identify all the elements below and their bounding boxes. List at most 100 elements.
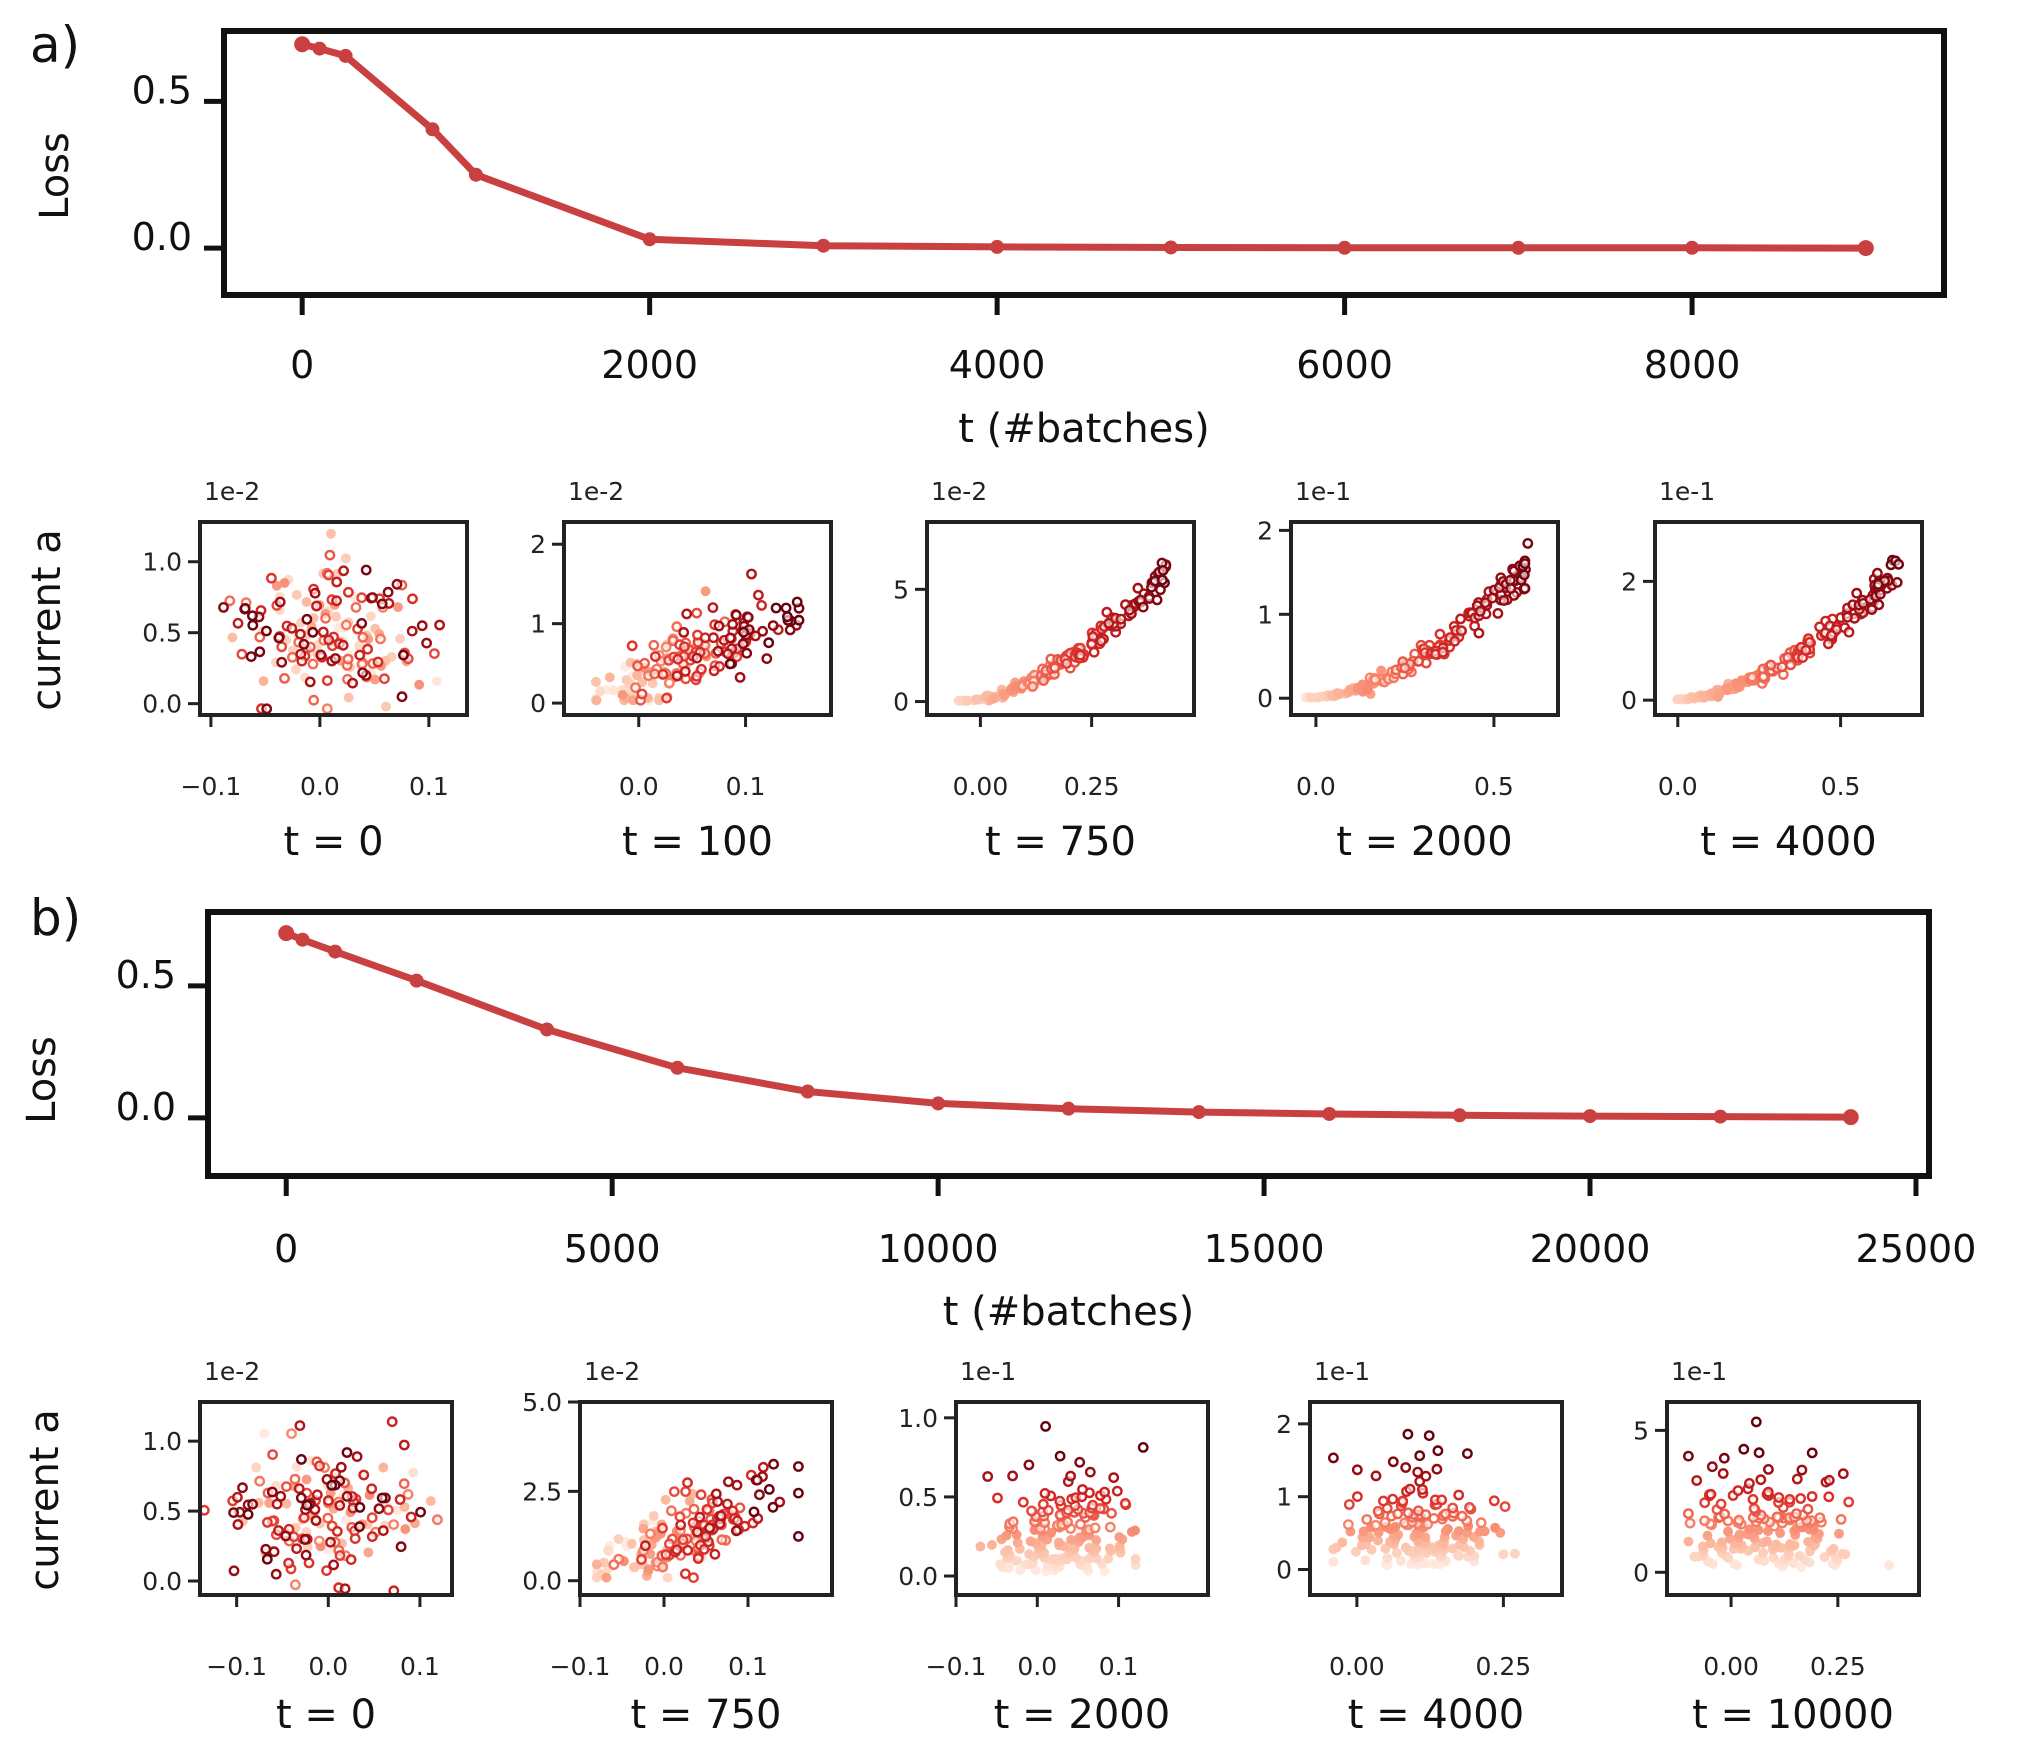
scatter-point (761, 653, 773, 664)
scatter-point (372, 656, 384, 668)
scatter-point (684, 1496, 695, 1507)
scatter-point (354, 641, 365, 651)
scatter-point (1691, 1475, 1703, 1486)
scatter-subplot: 1e-1 0 2 0.0 0.5 t = 4000 (1621, 477, 1924, 865)
scatter-point (962, 695, 972, 706)
scatter-point (666, 1505, 677, 1517)
scatter-point (791, 596, 803, 608)
scatter-point (700, 586, 711, 597)
scatter-point (1414, 1450, 1426, 1462)
scatter-point (1420, 1470, 1432, 1482)
scatter-point (343, 692, 354, 703)
scatter-point (366, 1512, 378, 1524)
loss-point (1452, 1108, 1467, 1123)
scatter-xtick-label: 0.00 (1329, 1652, 1385, 1681)
scatter-point (261, 1517, 273, 1528)
scatter-point (694, 1511, 706, 1523)
scatter-point (975, 1541, 986, 1552)
loss-point (800, 1084, 815, 1099)
scatter-point (1826, 630, 1837, 641)
scatter-point (340, 619, 352, 631)
scatter-point (218, 602, 229, 613)
scatter-point (1479, 1526, 1490, 1537)
scatter-point (294, 1420, 306, 1432)
loss-ylabel: Loss (32, 132, 78, 220)
scatter-point (323, 569, 334, 581)
scatter-point (741, 647, 753, 659)
scatter-point (1721, 683, 1732, 694)
scatter-xtick-label: 0.0 (1017, 1652, 1057, 1681)
scatter-frame (1653, 520, 1924, 717)
scatter-point (381, 701, 391, 712)
scatter-point (270, 1568, 282, 1580)
scatter-point (707, 602, 719, 613)
scatter-subplot: 1e-1 0 1 2 0.00 0.25 t = 4000 (1276, 1357, 1564, 1737)
scatter-point (1002, 1545, 1013, 1556)
scatter-point (636, 688, 648, 700)
scatter-point (660, 1549, 672, 1561)
scatter-point (1729, 1559, 1740, 1570)
scatter-point (1395, 1555, 1406, 1566)
scatter-point (708, 632, 719, 644)
scatter-point (1361, 1514, 1373, 1525)
scatter-title: t = 4000 (1348, 1692, 1524, 1737)
scatter-point (231, 1491, 243, 1503)
scatter-point (1084, 1466, 1096, 1478)
scatter-point (734, 672, 746, 683)
scatter-point (1007, 1516, 1019, 1528)
scatter-point (322, 1512, 334, 1524)
scatter-point (1814, 1512, 1826, 1524)
scatter-subplot: 1e-2 0.0 0.5 1.0 −0.1 0.0 0.1 t = 0 (142, 477, 469, 865)
scatter-point (1788, 1558, 1799, 1568)
scatter-ytick-label: 5 (893, 575, 909, 604)
scatter-point (1835, 1514, 1847, 1525)
scatter-multiplier: 1e-1 (1295, 477, 1351, 506)
scatter-point (1088, 646, 1100, 658)
scatter-ytick-label: 1.0 (142, 548, 182, 577)
scatter-title: t = 100 (622, 819, 773, 865)
scatter-point (274, 596, 286, 608)
scatter-point (1400, 1462, 1412, 1473)
scatter-point (325, 1536, 336, 1548)
scatter-ytick-label: 0 (893, 688, 909, 717)
scatter-point (1428, 1513, 1440, 1524)
scatter-point (1151, 594, 1163, 606)
scatter-point (323, 634, 335, 646)
scatter-point (1343, 1499, 1355, 1510)
scatter-point (1823, 638, 1834, 650)
scatter-xtick-label: −0.1 (550, 1652, 611, 1681)
scatter-point (254, 1475, 266, 1487)
scatter-point (266, 1486, 278, 1498)
loss-ytick-label: 0.5 (132, 68, 192, 112)
scatter-point (692, 1553, 704, 1564)
scatter-point (362, 643, 373, 655)
scatter-point (677, 1534, 689, 1546)
scatter-frame (954, 1400, 1210, 1597)
scatter-point (1823, 1491, 1835, 1503)
scatter-ytick-label: 0.0 (142, 690, 182, 719)
scatter-point (1114, 1532, 1125, 1543)
scatter-point (782, 611, 793, 623)
scatter-point (691, 670, 703, 682)
scatter-point (245, 651, 257, 662)
scatter-ytick-label: 2 (1257, 516, 1273, 545)
scatter-point (1456, 625, 1467, 637)
scatter-point (1498, 1549, 1509, 1560)
scatter-multiplier: 1e-2 (204, 1357, 260, 1386)
scatter-point (1776, 661, 1788, 673)
scatter-xtick-label: 0.25 (1810, 1652, 1866, 1681)
scatter-point (1413, 1505, 1424, 1517)
scatter-point (354, 649, 366, 661)
loss-xtick-label: 20000 (1530, 1227, 1651, 1271)
scatter-point (738, 626, 749, 638)
scatter-point (1436, 1494, 1448, 1506)
scatter-point (1806, 1491, 1818, 1502)
scatter-point (1464, 1502, 1475, 1513)
scatter-point (724, 632, 736, 644)
scatter-point (331, 595, 342, 607)
scatter-ytick-label: 0.0 (898, 1562, 938, 1591)
scatter-point (1360, 1555, 1371, 1566)
scatter-title: t = 750 (631, 1692, 782, 1737)
scatter-point (704, 1522, 715, 1534)
scatter-point (680, 1568, 691, 1580)
